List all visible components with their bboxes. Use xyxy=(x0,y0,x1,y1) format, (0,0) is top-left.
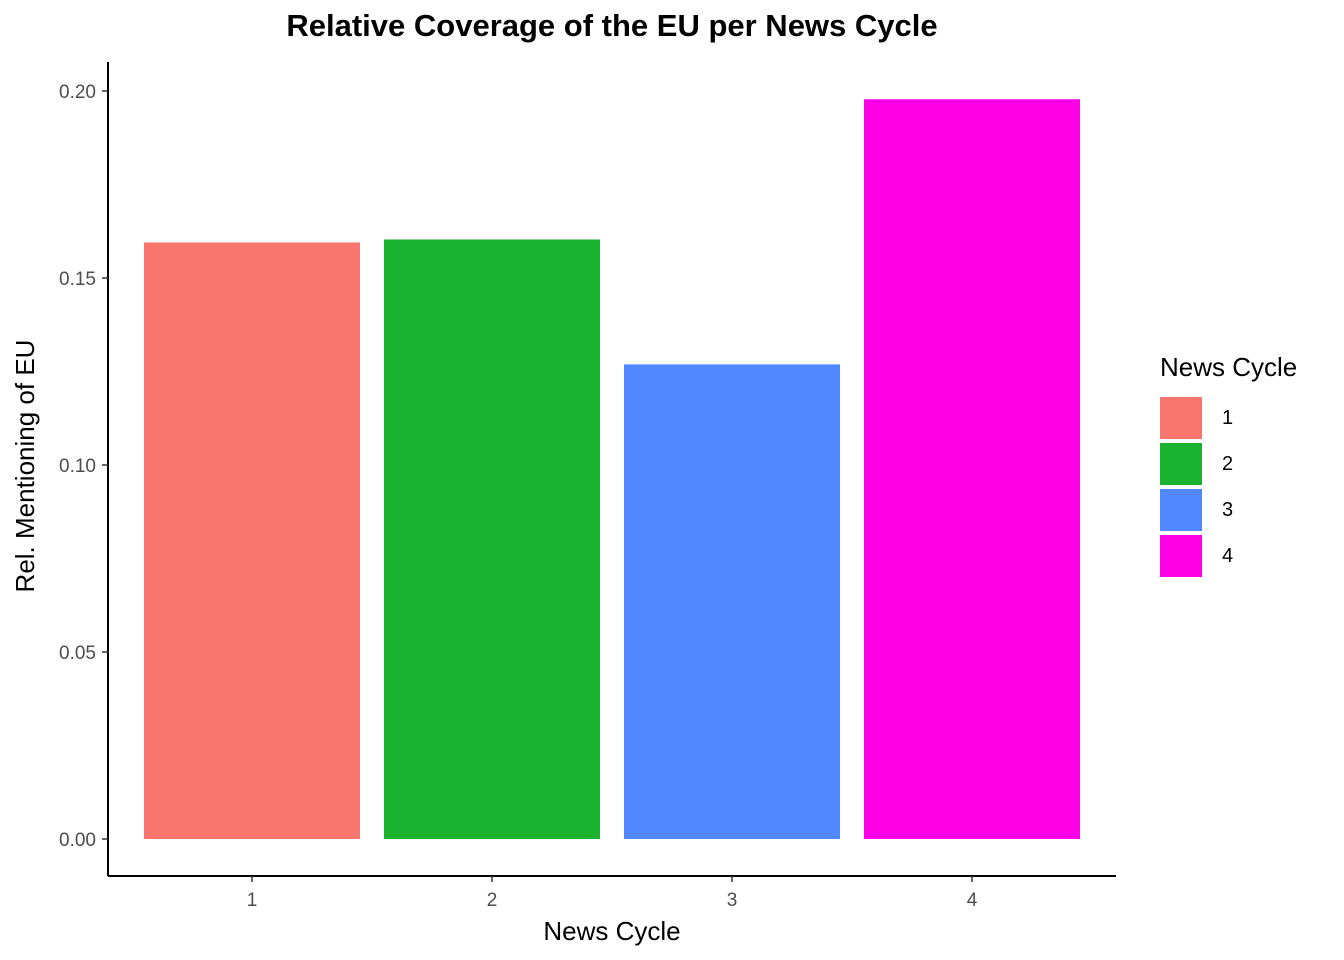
y-tick-label: 0.10 xyxy=(59,456,96,477)
bar-4 xyxy=(864,99,1080,839)
legend-label: 1 xyxy=(1222,406,1234,429)
bars-group xyxy=(144,99,1080,840)
legend-swatch xyxy=(1160,489,1202,531)
legend-swatch xyxy=(1160,443,1202,485)
axes-group: 0.00 0.05 0.10 0.15 0.20 1 2 3 4 xyxy=(59,62,1116,911)
legend-item-1: 1 xyxy=(1160,395,1297,441)
y-tick-label: 0.20 xyxy=(59,82,96,103)
legend-item-3: 3 xyxy=(1160,487,1297,533)
legend-label: 2 xyxy=(1222,452,1234,475)
legend-swatch xyxy=(1160,397,1202,439)
bar-1 xyxy=(144,242,360,840)
x-tick-label: 1 xyxy=(247,890,258,911)
y-axis-label: Rel. Mentioning of EU xyxy=(10,340,40,593)
x-tick-label: 4 xyxy=(967,890,978,911)
legend-label: 3 xyxy=(1222,498,1234,521)
x-axis-label: News Cycle xyxy=(543,916,680,946)
legend-item-4: 4 xyxy=(1160,533,1297,579)
x-tick-label: 2 xyxy=(487,890,498,911)
legend-swatch xyxy=(1160,535,1202,577)
y-tick-label: 0.05 xyxy=(59,643,96,664)
legend-label: 4 xyxy=(1222,544,1234,567)
chart-title: Relative Coverage of the EU per News Cyc… xyxy=(286,8,938,43)
bar-2 xyxy=(384,239,600,839)
y-tick-label: 0.00 xyxy=(59,830,96,851)
legend-item-2: 2 xyxy=(1160,441,1297,487)
y-tick-label: 0.15 xyxy=(59,269,96,290)
bar-3 xyxy=(624,364,840,839)
x-tick-label: 3 xyxy=(727,890,738,911)
legend: News Cycle 1 2 3 4 xyxy=(1160,352,1297,579)
legend-items: 1 2 3 4 xyxy=(1160,395,1297,579)
legend-title: News Cycle xyxy=(1160,352,1298,382)
